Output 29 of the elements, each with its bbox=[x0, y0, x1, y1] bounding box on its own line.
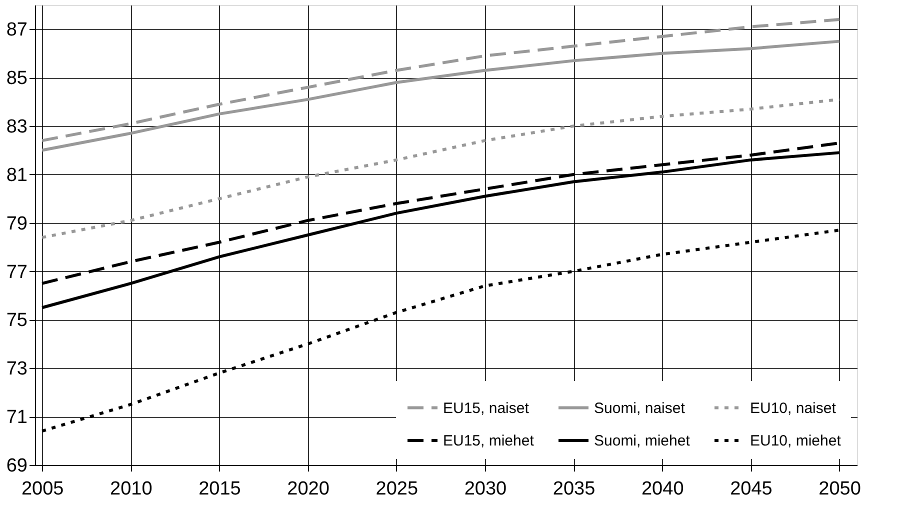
y-tick-label: 73 bbox=[6, 358, 28, 380]
x-tick-label: 2010 bbox=[110, 478, 152, 500]
y-tick-label: 79 bbox=[6, 213, 28, 234]
x-tick-label: 2035 bbox=[552, 478, 596, 500]
x-tick-label: 2045 bbox=[730, 478, 772, 500]
y-tick-label: 69 bbox=[6, 456, 28, 476]
x-tick-label: 2020 bbox=[287, 478, 330, 500]
x-tick-label: 2040 bbox=[641, 478, 684, 500]
legend-label: Suomi, miehet bbox=[594, 432, 691, 450]
line-series bbox=[40, 18, 841, 142]
y-tick-label: 75 bbox=[6, 310, 28, 332]
x-tick-label: 2005 bbox=[21, 478, 64, 500]
y-tick-label: 87 bbox=[6, 20, 28, 41]
x-tick-label: 2015 bbox=[198, 478, 241, 500]
legend-label: EU10, naiset bbox=[750, 400, 837, 417]
x-tick-label: 2050 bbox=[818, 478, 861, 500]
line-series bbox=[40, 40, 841, 152]
y-tick-label: 81 bbox=[6, 164, 28, 186]
legend-label: EU15, naiset bbox=[443, 400, 530, 417]
y-tick-label: 71 bbox=[6, 407, 28, 428]
x-tick-label: 2030 bbox=[464, 478, 507, 500]
y-tick-label: 83 bbox=[6, 116, 28, 138]
legend-label: EU10, miehet bbox=[750, 432, 842, 450]
line-series bbox=[40, 98, 841, 239]
x-tick-label: 2025 bbox=[376, 478, 418, 500]
y-tick-label: 77 bbox=[6, 262, 28, 283]
y-tick-label: 85 bbox=[6, 68, 28, 90]
legend-label: EU15, miehet bbox=[443, 432, 535, 450]
legend-label: Suomi, naiset bbox=[594, 400, 686, 417]
